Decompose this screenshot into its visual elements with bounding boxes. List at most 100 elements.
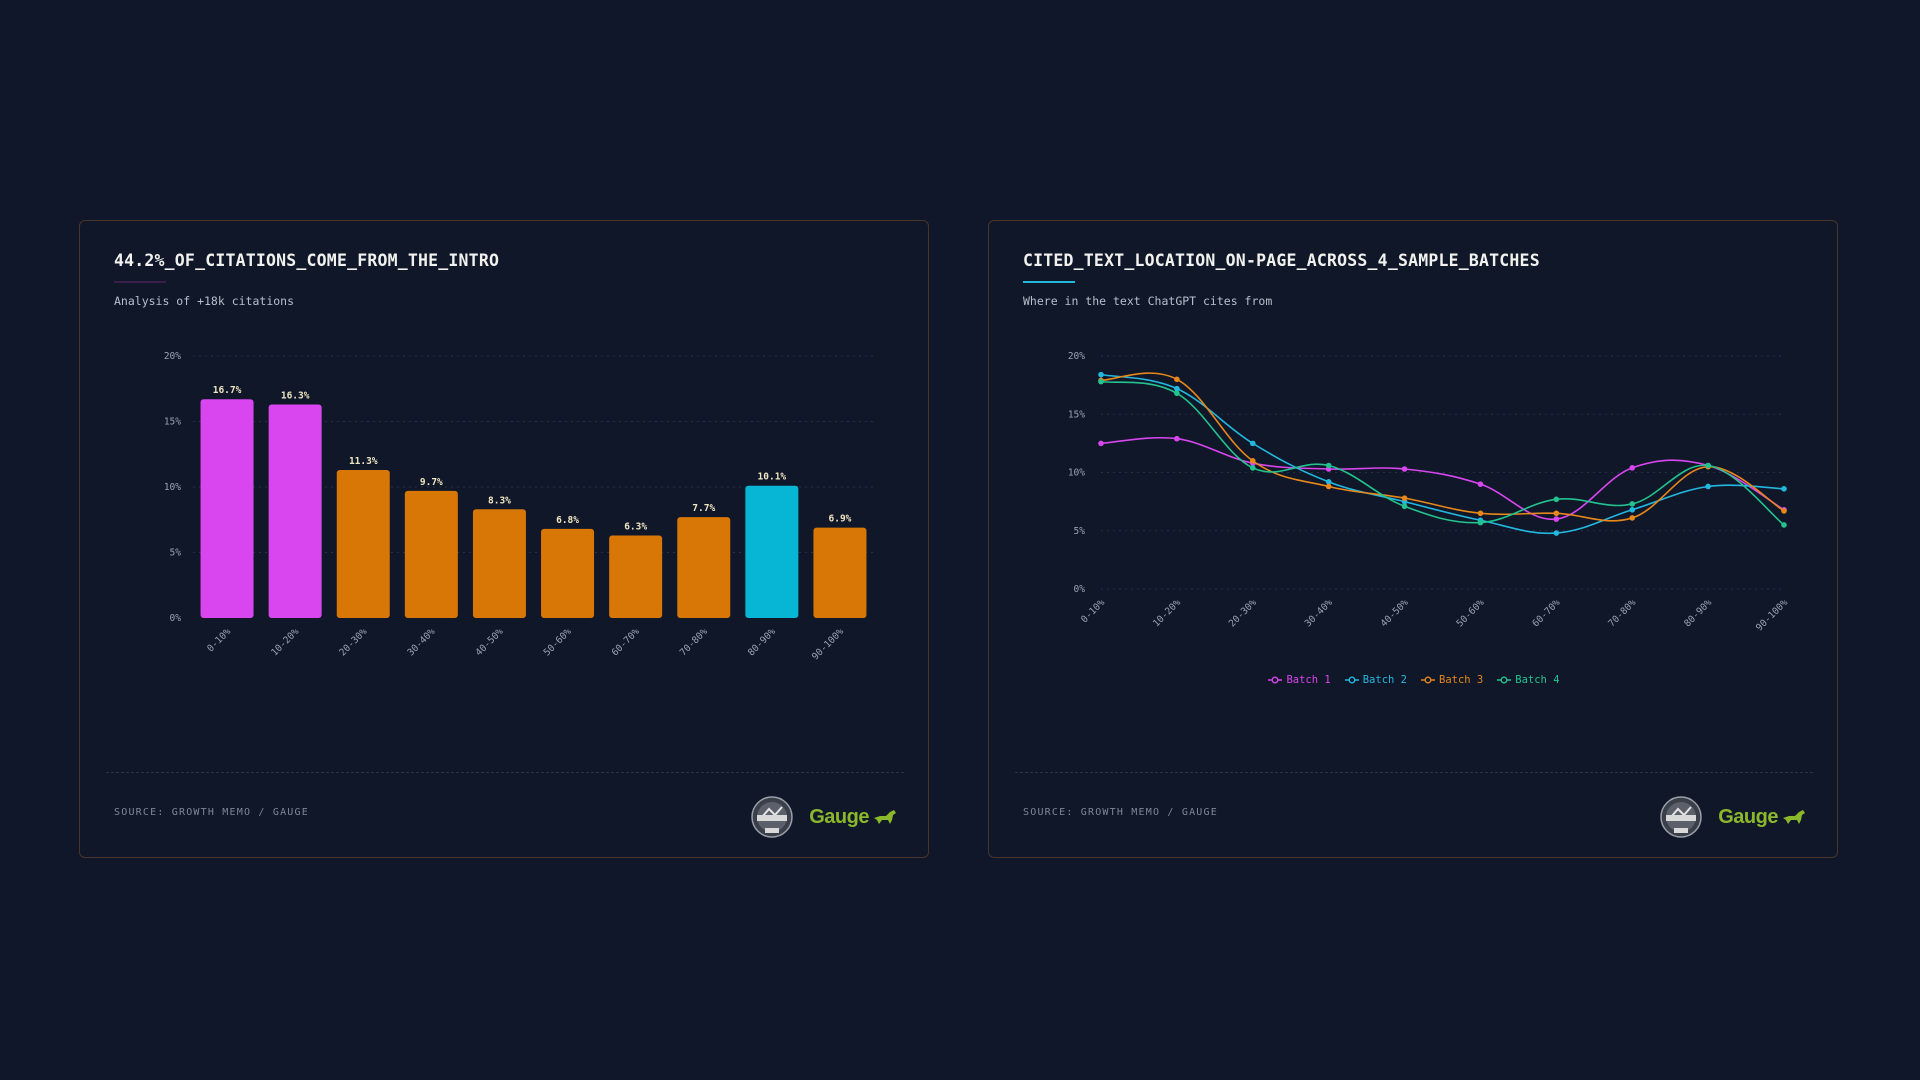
x-tick-label: 50-60% bbox=[1455, 597, 1487, 629]
x-tick-label: 20-30% bbox=[337, 626, 369, 658]
series-point bbox=[1401, 503, 1408, 510]
y-tick-label: 15% bbox=[1068, 409, 1085, 420]
y-tick-label: 0% bbox=[170, 613, 182, 624]
series-point bbox=[1553, 530, 1560, 536]
series-point bbox=[1629, 465, 1636, 471]
line-chart-card: CITED_TEXT_LOCATION_ON-PAGE_ACROSS_4_SAM… bbox=[988, 220, 1838, 858]
x-tick-label: 90-100% bbox=[810, 626, 846, 662]
series-point bbox=[1629, 501, 1636, 507]
bar-value-label: 16.7% bbox=[213, 385, 242, 396]
bar-value-label: 10.1% bbox=[758, 472, 787, 483]
series-point bbox=[1249, 440, 1256, 447]
legend-swatch bbox=[1344, 676, 1359, 684]
series-point bbox=[1401, 495, 1408, 501]
series-point bbox=[1781, 508, 1787, 514]
bar bbox=[200, 399, 254, 618]
series-point bbox=[1705, 483, 1711, 490]
bar-value-label: 8.3% bbox=[488, 495, 511, 506]
card-title: CITED_TEXT_LOCATION_ON-PAGE_ACROSS_4_SAM… bbox=[1023, 251, 1540, 270]
growth-memo-badge-icon bbox=[751, 796, 793, 838]
dog-icon bbox=[874, 810, 896, 824]
bar-chart-card: 44.2%_OF_CITATIONS_COME_FROM_THE_INTRO A… bbox=[79, 220, 929, 858]
title-underline bbox=[1023, 281, 1075, 283]
gauge-logo: Gauge bbox=[1718, 806, 1807, 829]
line-chart: 0% 5% 10% 15% 20% 0-10% 10-20% 20-30% 30-40% 40-5… bbox=[1068, 351, 1790, 633]
y-tick-label: 10% bbox=[1068, 468, 1085, 479]
bar-value-label: 11.3% bbox=[349, 456, 378, 467]
bar bbox=[404, 490, 458, 618]
y-tick-label: 5% bbox=[170, 548, 182, 559]
y-tick-label: 15% bbox=[164, 417, 181, 428]
gauge-logo: Gauge bbox=[809, 806, 898, 829]
series-point bbox=[1249, 465, 1256, 471]
series-point bbox=[1477, 481, 1484, 487]
series-point bbox=[1249, 458, 1256, 464]
series-point bbox=[1629, 515, 1636, 521]
x-tick-label: 30-40% bbox=[1303, 597, 1335, 629]
card-title: 44.2%_OF_CITATIONS_COME_FROM_THE_INTRO bbox=[114, 251, 500, 270]
x-tick-label: 60-70% bbox=[1530, 597, 1562, 629]
series-point bbox=[1174, 376, 1180, 383]
bar bbox=[268, 404, 322, 618]
y-tick-label: 20% bbox=[1068, 351, 1085, 362]
card-subtitle: Analysis of +18k citations bbox=[114, 294, 295, 308]
series-point bbox=[1781, 522, 1787, 528]
series-point bbox=[1325, 483, 1332, 490]
legend-item: Batch 4 bbox=[1497, 674, 1560, 686]
bar-value-label: 7.7% bbox=[692, 503, 715, 514]
x-tick-label: 40-50% bbox=[1379, 597, 1411, 629]
x-tick-label: 50-60% bbox=[542, 626, 574, 658]
series-point bbox=[1174, 435, 1180, 442]
x-tick-label: 0-10% bbox=[205, 626, 233, 654]
series-point bbox=[1325, 462, 1332, 469]
series-line bbox=[1100, 372, 1785, 522]
series-point bbox=[1553, 496, 1560, 503]
y-tick-label: 10% bbox=[164, 482, 181, 493]
legend-item: Batch 1 bbox=[1268, 674, 1331, 686]
footer-logos: Gauge bbox=[747, 795, 898, 839]
bar bbox=[609, 535, 663, 618]
legend-swatch-dot bbox=[1348, 676, 1356, 684]
series-point bbox=[1174, 390, 1180, 397]
gauge-wordmark: Gauge bbox=[1718, 805, 1778, 828]
series-point bbox=[1629, 506, 1636, 513]
x-tick-label: 90-100% bbox=[1754, 597, 1790, 633]
legend-swatch bbox=[1268, 676, 1283, 684]
x-tick-label: 70-80% bbox=[678, 626, 710, 658]
bar-value-label: 6.9% bbox=[829, 514, 852, 525]
legend-label: Batch 1 bbox=[1286, 674, 1331, 686]
legend-label: Batch 3 bbox=[1439, 674, 1484, 686]
footer-divider bbox=[1015, 772, 1813, 773]
bar-chart: 0% 5% 10% 15% 20% 16.7% 0-10% 16.3% 10-20% 11.3% 2… bbox=[164, 351, 874, 662]
gauge-wordmark: Gauge bbox=[809, 805, 869, 828]
legend-swatch bbox=[1421, 676, 1435, 684]
series-point bbox=[1098, 440, 1104, 447]
source-label: SOURCE: GROWTH MEMO / GAUGE bbox=[114, 807, 309, 818]
x-tick-label: 10-20% bbox=[1151, 597, 1183, 629]
series-point bbox=[1477, 519, 1484, 526]
series-point bbox=[1174, 385, 1180, 392]
x-tick-label: 70-80% bbox=[1606, 597, 1638, 629]
legend-label: Batch 4 bbox=[1515, 674, 1560, 686]
legend-swatch bbox=[1497, 676, 1512, 684]
series-point bbox=[1477, 510, 1484, 517]
legend-swatch-dot bbox=[1424, 676, 1432, 684]
growth-memo-badge-icon bbox=[1660, 796, 1702, 838]
x-tick-label: 60-70% bbox=[610, 626, 642, 658]
dog-icon bbox=[1783, 810, 1805, 824]
series-point bbox=[1781, 486, 1787, 492]
bar bbox=[336, 469, 390, 618]
legend-swatch-dot bbox=[1272, 676, 1279, 684]
legend-label: Batch 2 bbox=[1362, 674, 1407, 686]
bar-value-label: 6.8% bbox=[556, 515, 579, 526]
bar-value-label: 9.7% bbox=[420, 477, 443, 488]
bar bbox=[541, 528, 595, 618]
chart-legend: Batch 1 Batch 2 Batch 3 Batch 4 bbox=[989, 674, 1839, 686]
footer-logos: Gauge bbox=[1656, 795, 1807, 839]
series-line bbox=[1100, 380, 1785, 526]
card-subtitle: Where in the text ChatGPT cites from bbox=[1023, 294, 1273, 308]
series-point bbox=[1553, 510, 1560, 517]
x-tick-label: 10-20% bbox=[269, 626, 301, 658]
y-tick-label: 5% bbox=[1074, 526, 1086, 537]
series-line bbox=[1100, 436, 1785, 520]
